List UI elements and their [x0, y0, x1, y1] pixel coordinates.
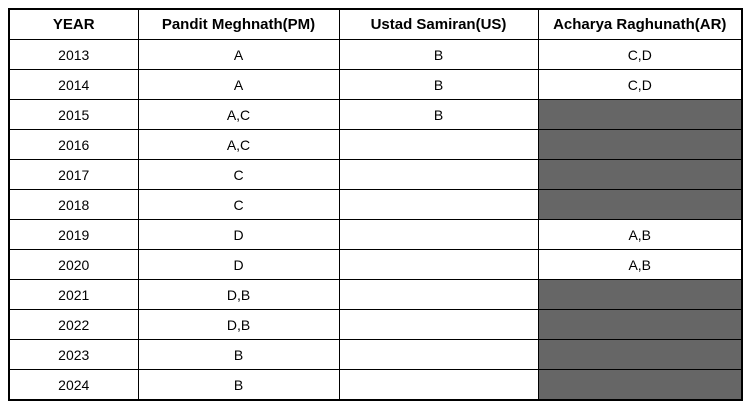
- table-row-2018: 2018 C: [8, 189, 743, 220]
- cell-year: 2021: [8, 279, 139, 310]
- header-row: YEAR Pandit Meghnath(PM) Ustad Samiran(U…: [8, 8, 743, 40]
- table-body: 2013 A B C,D 2014 A B C,D 2015 A,C B 201…: [8, 39, 743, 401]
- cell-pm: A: [137, 39, 340, 70]
- cell-year: 2022: [8, 309, 139, 340]
- cell-pm: D,B: [137, 279, 340, 310]
- cell-year: 2016: [8, 129, 139, 160]
- cell-ar: A,B: [537, 219, 743, 250]
- cell-year: 2024: [8, 369, 139, 401]
- cell-ar-shaded: [537, 159, 743, 190]
- cell-ar: C,D: [537, 39, 743, 70]
- table-row-2017: 2017 C: [8, 159, 743, 190]
- cell-pm: C: [137, 159, 340, 190]
- cell-pm: A,C: [137, 129, 340, 160]
- cell-us: [338, 219, 539, 250]
- cell-year: 2014: [8, 69, 139, 100]
- cell-ar-shaded: [537, 99, 743, 130]
- cell-pm: C: [137, 189, 340, 220]
- cell-pm: D,B: [137, 309, 340, 340]
- cell-pm: A: [137, 69, 340, 100]
- col-header-pandit-meghnath: Pandit Meghnath(PM): [137, 8, 340, 40]
- musicians-year-table: YEAR Pandit Meghnath(PM) Ustad Samiran(U…: [8, 8, 743, 401]
- cell-year: 2020: [8, 249, 139, 280]
- cell-us: [338, 249, 539, 280]
- table-row-2019: 2019 D A,B: [8, 219, 743, 250]
- table-row-2022: 2022 D,B: [8, 309, 743, 340]
- cell-ar-shaded: [537, 189, 743, 220]
- cell-year: 2018: [8, 189, 139, 220]
- table-row-2013: 2013 A B C,D: [8, 39, 743, 70]
- col-header-acharya-raghunath: Acharya Raghunath(AR): [537, 8, 743, 40]
- cell-year: 2013: [8, 39, 139, 70]
- col-header-ustad-samiran: Ustad Samiran(US): [338, 8, 539, 40]
- cell-ar-shaded: [537, 339, 743, 370]
- cell-ar: C,D: [537, 69, 743, 100]
- cell-year: 2017: [8, 159, 139, 190]
- cell-us: B: [338, 99, 539, 130]
- table-row-2021: 2021 D,B: [8, 279, 743, 310]
- cell-year: 2023: [8, 339, 139, 370]
- cell-us: [338, 369, 539, 401]
- cell-us: [338, 159, 539, 190]
- cell-ar-shaded: [537, 129, 743, 160]
- cell-ar-shaded: [537, 369, 743, 401]
- cell-us: [338, 339, 539, 370]
- cell-ar-shaded: [537, 309, 743, 340]
- cell-ar: A,B: [537, 249, 743, 280]
- cell-pm: B: [137, 369, 340, 401]
- cell-pm: B: [137, 339, 340, 370]
- col-header-year: YEAR: [8, 8, 139, 40]
- cell-pm: D: [137, 249, 340, 280]
- cell-us: [338, 279, 539, 310]
- cell-pm: A,C: [137, 99, 340, 130]
- table-row-2015: 2015 A,C B: [8, 99, 743, 130]
- cell-us: [338, 189, 539, 220]
- table-row-2024: 2024 B: [8, 369, 743, 401]
- cell-year: 2019: [8, 219, 139, 250]
- cell-us: B: [338, 69, 539, 100]
- table-row-2023: 2023 B: [8, 339, 743, 370]
- table-row-2016: 2016 A,C: [8, 129, 743, 160]
- cell-us: B: [338, 39, 539, 70]
- table-row-2020: 2020 D A,B: [8, 249, 743, 280]
- cell-ar-shaded: [537, 279, 743, 310]
- cell-year: 2015: [8, 99, 139, 130]
- cell-us: [338, 129, 539, 160]
- cell-pm: D: [137, 219, 340, 250]
- table-row-2014: 2014 A B C,D: [8, 69, 743, 100]
- cell-us: [338, 309, 539, 340]
